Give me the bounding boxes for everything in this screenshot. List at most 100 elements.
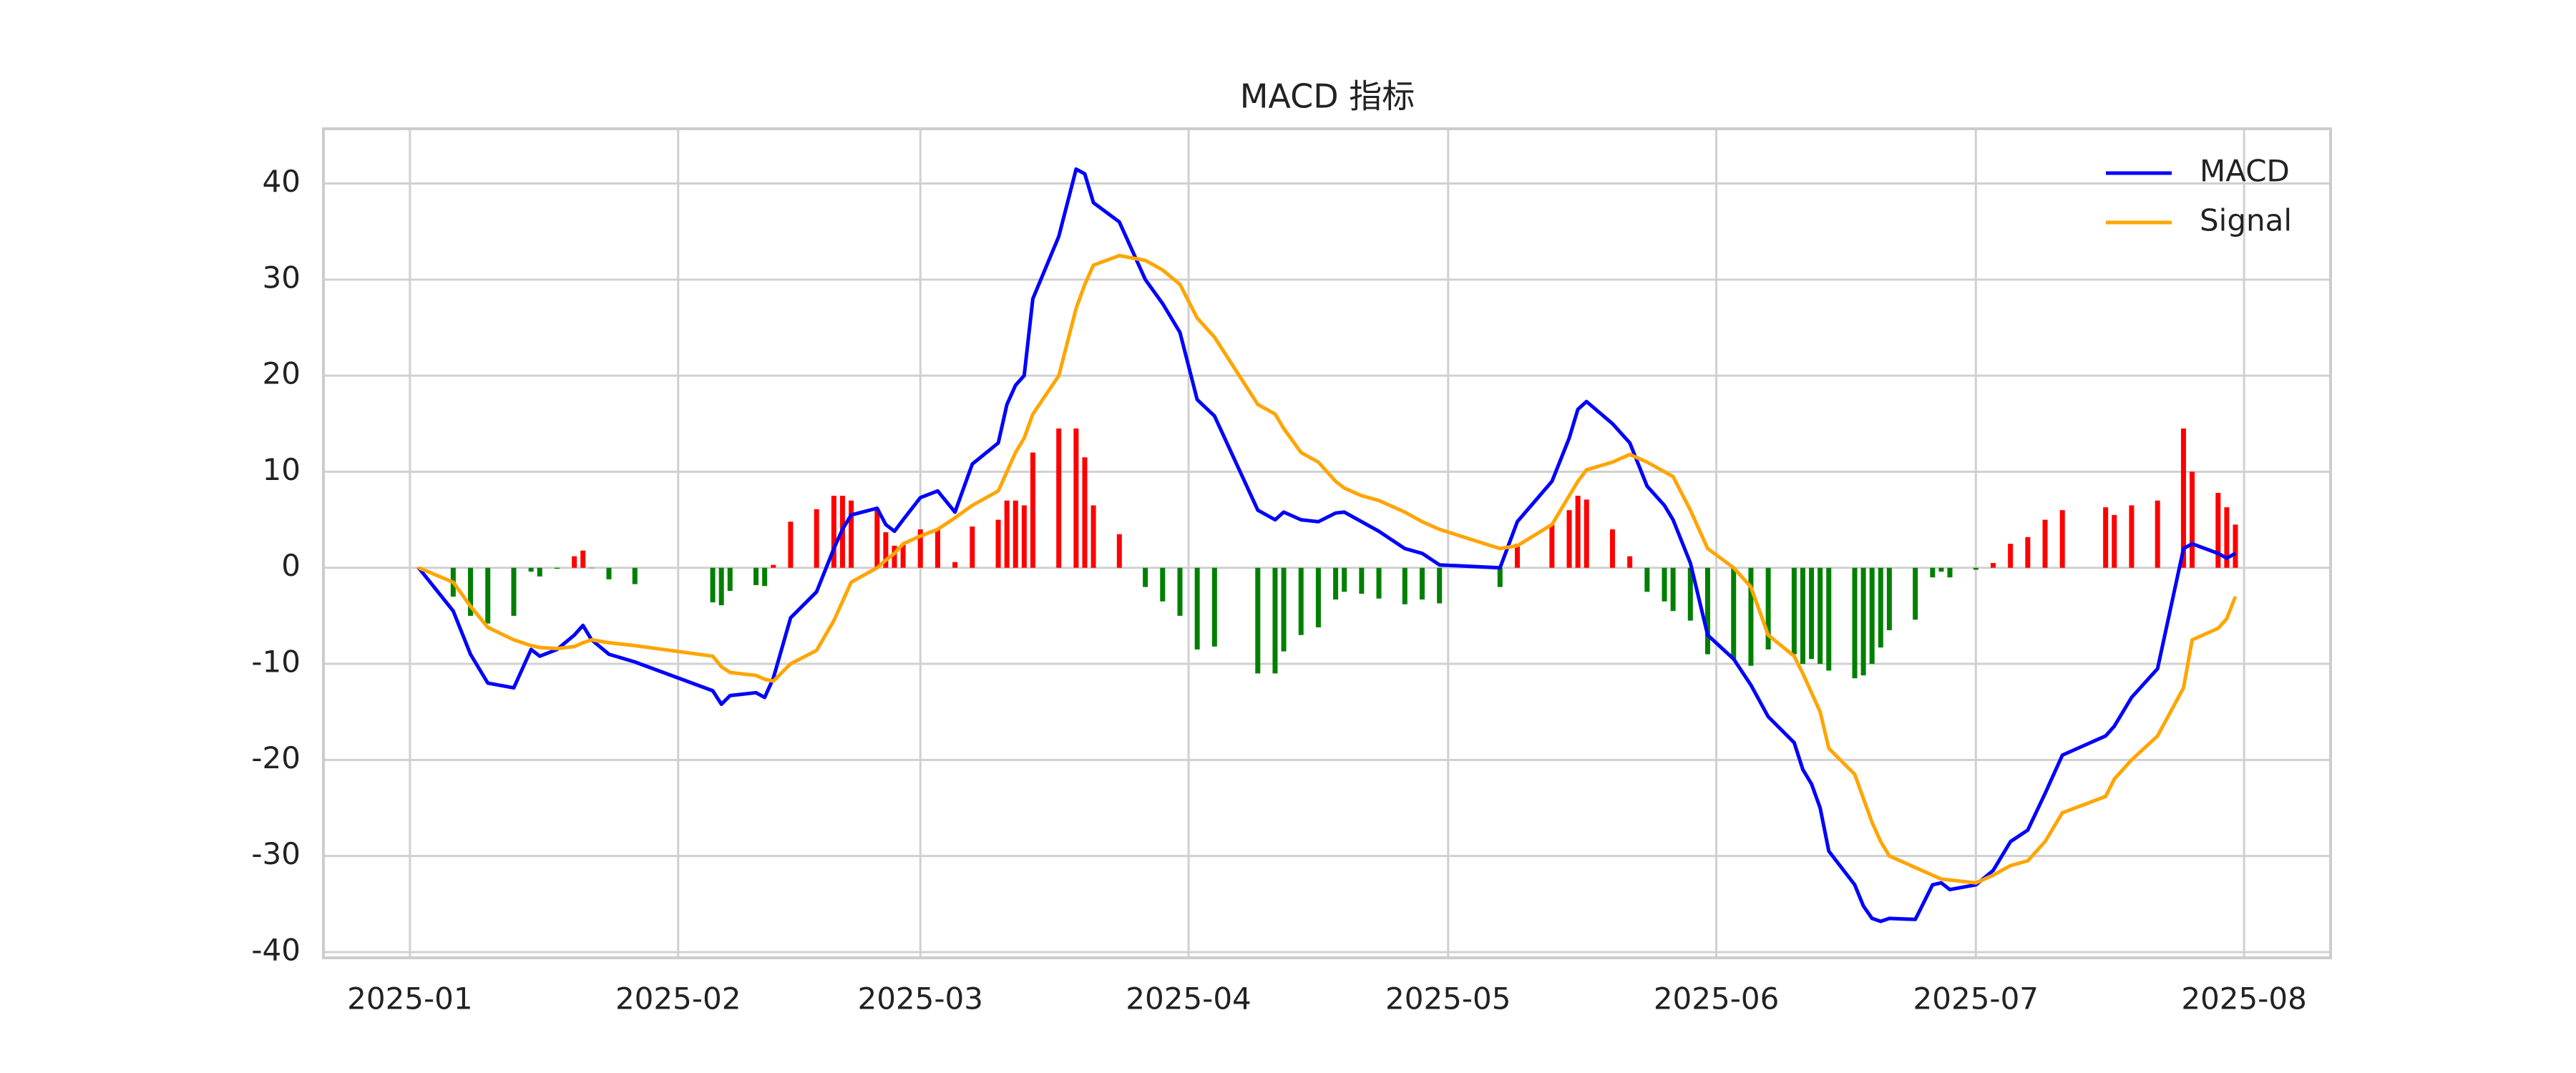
histogram-bar: [1298, 567, 1304, 635]
x-tick-label: 2025-08: [2181, 981, 2307, 1016]
histogram-bar: [2224, 507, 2230, 568]
histogram-bar: [537, 567, 542, 577]
histogram-bar: [1091, 505, 1096, 568]
histogram-bar: [1359, 567, 1365, 594]
histogram-bar: [1437, 567, 1443, 604]
y-tick-label: -10: [251, 645, 301, 680]
histogram-bar: [831, 496, 836, 568]
histogram-bar: [1878, 567, 1883, 648]
y-tick-label: -20: [251, 740, 301, 775]
histogram-bar: [1704, 567, 1710, 655]
plot-frame: [322, 127, 2332, 959]
histogram-bar: [1670, 567, 1676, 612]
histogram-bar: [1255, 567, 1261, 674]
histogram-bar: [2129, 505, 2135, 568]
histogram-bar: [1973, 567, 1979, 570]
histogram-bar: [580, 550, 586, 568]
histogram-bar: [1376, 567, 1382, 599]
histogram-bar: [2180, 428, 2186, 568]
histogram-bar: [468, 567, 474, 616]
histogram-bar: [1549, 524, 1555, 568]
x-tick-label: 2025-07: [1913, 981, 2039, 1016]
histogram-bar: [1194, 567, 1200, 650]
x-tick-label: 2025-02: [615, 981, 741, 1016]
histogram-bar: [1143, 567, 1148, 587]
histogram-bar: [589, 567, 595, 569]
series-line: [418, 253, 2238, 885]
histogram-bar: [1947, 567, 1953, 578]
histogram-bar: [883, 532, 889, 568]
x-tick-label: 2025-03: [857, 981, 983, 1016]
histogram-bar: [1886, 567, 1892, 631]
histogram-bar: [1160, 567, 1166, 602]
histogram-bar: [2059, 510, 2065, 568]
histogram-bar: [1826, 567, 1832, 671]
y-tick-label: -30: [251, 836, 301, 871]
histogram-bar: [2008, 544, 2014, 568]
y-tick-label: 10: [263, 452, 301, 487]
histogram-bar: [1004, 500, 1010, 568]
y-tick-label: 30: [263, 260, 301, 295]
histogram-bar: [1662, 567, 1667, 602]
histogram-bar: [1860, 567, 1866, 676]
histogram-bar: [718, 567, 724, 606]
histogram-bar: [727, 567, 733, 591]
histogram-bar: [1497, 567, 1503, 587]
histogram-bar: [2025, 536, 2031, 568]
histogram-bar: [1082, 457, 1088, 568]
histogram-bar: [995, 519, 1001, 568]
y-tick-label: 40: [263, 164, 301, 199]
histogram-bar: [1073, 428, 1079, 568]
histogram-bar: [1333, 567, 1339, 600]
histogram-bar: [1514, 544, 1520, 568]
legend-label: MACD: [2200, 154, 2290, 189]
histogram-bar: [511, 567, 517, 616]
legend: MACD Signal: [2106, 154, 2292, 238]
histogram-bar: [1687, 567, 1693, 621]
histogram-bar: [1013, 500, 1018, 568]
x-tick-label: 2025-05: [1385, 981, 1511, 1016]
histogram-bar: [1566, 510, 1572, 568]
histogram-bar: [485, 567, 491, 624]
histogram-bar: [554, 567, 560, 569]
histogram-bar: [917, 529, 923, 568]
histogram-bar: [1791, 567, 1797, 655]
histogram-bar: [874, 508, 880, 568]
histogram-bar: [1116, 534, 1122, 568]
histogram-bar: [1644, 567, 1650, 592]
series-line: [417, 167, 2237, 923]
histogram-bar: [1809, 567, 1815, 660]
histogram-bar: [606, 567, 612, 579]
histogram-bar: [1575, 496, 1581, 568]
histogram-bar: [814, 509, 819, 568]
histogram-bar: [1056, 428, 1062, 568]
histogram-bar: [970, 526, 975, 568]
histogram-bar: [1021, 505, 1027, 568]
histogram-bar: [632, 567, 638, 584]
histogram-bar: [1800, 567, 1805, 665]
histogram-bar: [528, 567, 534, 572]
histogram-bar: [1748, 567, 1754, 666]
histogram-bar: [900, 544, 906, 568]
histogram-bar: [1869, 567, 1875, 665]
histogram-bar: [2155, 500, 2160, 568]
histogram-bar: [849, 500, 854, 568]
histogram-bar: [771, 564, 776, 568]
histogram-bar: [2215, 492, 2221, 568]
histogram-bar: [1765, 567, 1771, 650]
histogram-bar: [1852, 567, 1858, 679]
histogram-bar: [1315, 567, 1321, 628]
histogram-bar: [1990, 563, 1996, 568]
histogram-bar: [1211, 567, 1217, 647]
y-tick-label: 20: [263, 356, 301, 391]
x-tick-label: 2025-01: [347, 981, 473, 1016]
chart-title: MACD 指标: [1240, 77, 1415, 116]
histogram-bar: [2233, 524, 2238, 568]
histogram-bar: [952, 562, 958, 568]
y-tick-label: -40: [251, 932, 301, 967]
x-tick-label: 2025-06: [1654, 981, 1780, 1016]
histogram-bar: [1938, 567, 1944, 572]
histogram-bar: [1177, 567, 1183, 616]
histogram-bar: [1609, 529, 1615, 568]
